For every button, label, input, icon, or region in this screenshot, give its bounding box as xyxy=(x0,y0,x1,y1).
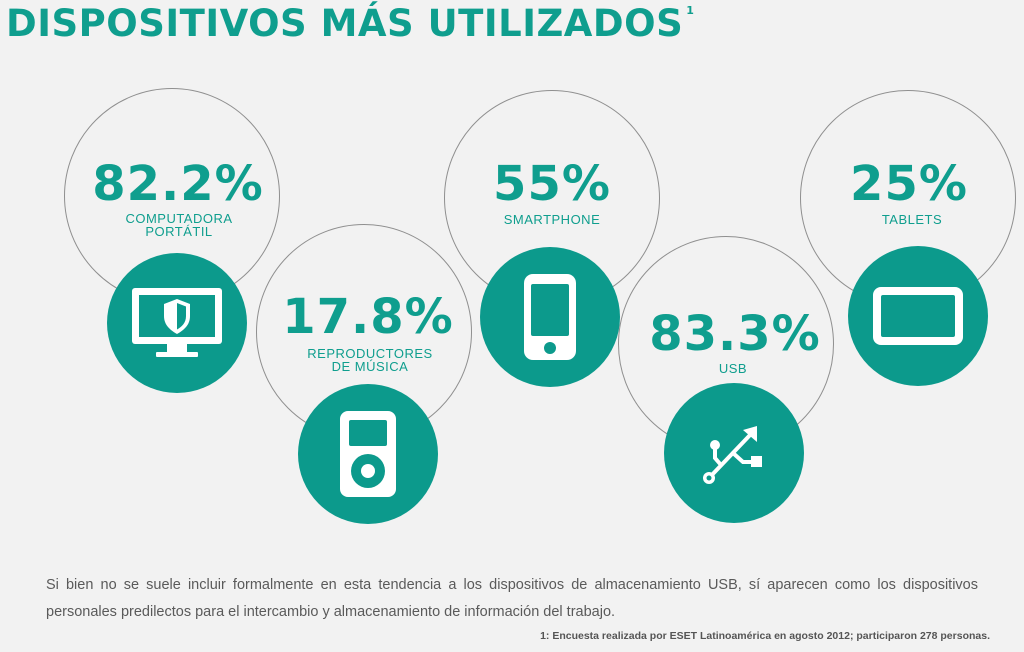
disc-tablet xyxy=(848,246,988,386)
footnote: 1: Encuesta realizada por ESET Latinoamé… xyxy=(540,630,990,642)
page-title: DISPOSITIVOS MÁS UTILIZADOS 1 xyxy=(6,2,694,45)
label-tablet: TABLETS xyxy=(881,212,943,227)
value-laptop: 82.2% xyxy=(92,156,264,212)
disc-smartphone xyxy=(480,247,620,387)
label-music-player-line2: DE MÚSICA xyxy=(331,359,409,374)
label-music-player-line1: REPRODUCTORES xyxy=(307,346,433,361)
value-usb: 83.3% xyxy=(649,306,821,362)
value-music-player: 17.8% xyxy=(282,289,454,345)
disc-music-player xyxy=(298,384,438,524)
smartphone-icon xyxy=(524,274,576,360)
laptop-shield-icon xyxy=(132,288,222,357)
disc-usb xyxy=(664,383,804,523)
label-usb: USB xyxy=(718,361,748,376)
value-smartphone: 55% xyxy=(493,156,611,212)
body-text: Si bien no se suele incluir formalmente … xyxy=(46,577,978,620)
title-footnote-mark: 1 xyxy=(686,4,695,17)
usb-icon xyxy=(703,426,762,484)
label-laptop-line1: COMPUTADORA xyxy=(125,211,233,226)
label-laptop-line2: PORTÁTIL xyxy=(145,224,213,239)
value-tablet: 25% xyxy=(850,156,968,212)
disc-laptop xyxy=(107,253,247,393)
title-text: DISPOSITIVOS MÁS UTILIZADOS xyxy=(6,2,684,45)
music-player-icon xyxy=(340,411,396,497)
label-smartphone: SMARTPHONE xyxy=(503,212,601,227)
tablet-icon xyxy=(873,287,963,345)
